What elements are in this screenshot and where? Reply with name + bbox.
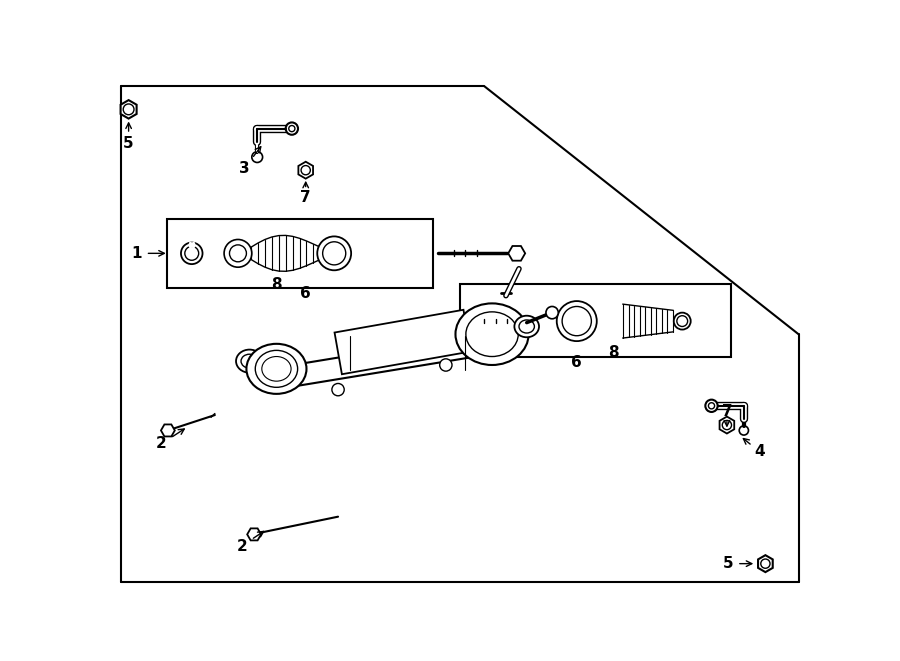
Circle shape [123, 104, 134, 115]
Circle shape [760, 559, 770, 568]
Circle shape [181, 243, 202, 264]
Text: 5: 5 [723, 556, 733, 571]
Circle shape [562, 307, 591, 336]
Circle shape [184, 247, 199, 260]
Circle shape [706, 400, 717, 412]
Polygon shape [265, 327, 523, 391]
Ellipse shape [455, 303, 528, 365]
Ellipse shape [241, 354, 258, 368]
Text: 7: 7 [301, 190, 311, 205]
Text: 5: 5 [123, 136, 134, 151]
Circle shape [677, 316, 688, 327]
Circle shape [224, 239, 252, 267]
Text: 6: 6 [572, 355, 582, 370]
Text: 4: 4 [755, 444, 765, 459]
Circle shape [557, 301, 597, 341]
Text: 2: 2 [156, 436, 166, 451]
Circle shape [739, 426, 749, 435]
Text: 2: 2 [237, 539, 248, 554]
Circle shape [252, 152, 263, 163]
Circle shape [285, 122, 298, 135]
Circle shape [318, 237, 351, 270]
Ellipse shape [519, 320, 535, 333]
Ellipse shape [466, 312, 518, 356]
Text: 8: 8 [271, 277, 282, 292]
Circle shape [230, 245, 247, 262]
Circle shape [323, 242, 346, 265]
Text: 8: 8 [608, 345, 619, 360]
Bar [167, 219, 433, 288]
Circle shape [302, 165, 310, 175]
Ellipse shape [236, 350, 263, 373]
Text: 7: 7 [722, 404, 733, 418]
Text: 6: 6 [301, 286, 311, 301]
Circle shape [708, 403, 715, 409]
Circle shape [332, 383, 344, 396]
Bar [460, 284, 731, 358]
Text: 3: 3 [238, 161, 249, 176]
Circle shape [723, 420, 732, 430]
Ellipse shape [262, 356, 291, 381]
Ellipse shape [256, 350, 298, 387]
Circle shape [440, 359, 452, 371]
Circle shape [546, 307, 558, 319]
Circle shape [289, 126, 295, 132]
Text: 1: 1 [131, 246, 141, 261]
Bar [335, 310, 471, 374]
Circle shape [674, 313, 690, 330]
Ellipse shape [515, 316, 539, 337]
Ellipse shape [247, 344, 307, 394]
